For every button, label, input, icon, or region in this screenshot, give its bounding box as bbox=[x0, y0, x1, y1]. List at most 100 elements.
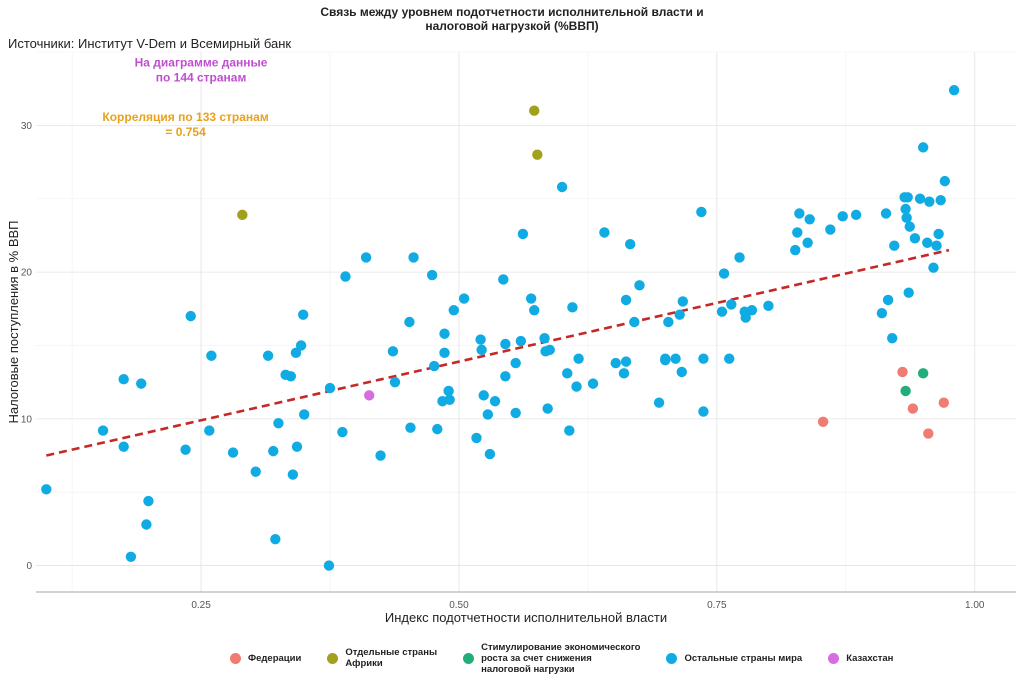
data-point bbox=[724, 353, 735, 364]
data-point bbox=[924, 196, 935, 207]
data-point bbox=[185, 310, 196, 322]
data-point bbox=[428, 360, 440, 372]
data-point bbox=[125, 551, 137, 562]
data-point bbox=[539, 332, 550, 344]
legend-swatch bbox=[828, 652, 840, 664]
data-point bbox=[500, 371, 511, 382]
data-point bbox=[227, 447, 239, 458]
data-point bbox=[660, 353, 671, 364]
data-point bbox=[629, 316, 640, 328]
data-point bbox=[880, 208, 892, 219]
data-point bbox=[180, 444, 191, 455]
data-point bbox=[432, 423, 443, 435]
data-point bbox=[364, 390, 375, 401]
legend-item: Казахстан bbox=[828, 652, 893, 664]
data-point bbox=[917, 142, 929, 153]
data-point bbox=[439, 347, 450, 359]
data-point bbox=[922, 237, 933, 248]
annotation-line: по 144 странам bbox=[156, 71, 247, 85]
data-point bbox=[291, 441, 303, 452]
data-point bbox=[97, 425, 109, 436]
data-point bbox=[698, 353, 709, 364]
y-tick-label: 20 bbox=[21, 268, 33, 279]
data-point bbox=[532, 149, 543, 160]
data-point bbox=[674, 309, 685, 320]
data-point bbox=[564, 425, 575, 436]
legend-swatch bbox=[327, 652, 339, 664]
data-point bbox=[618, 368, 630, 379]
data-point bbox=[624, 239, 636, 250]
data-point bbox=[484, 448, 496, 460]
data-point bbox=[471, 432, 482, 444]
legend-label: Остальные страны мира bbox=[684, 652, 803, 664]
chart-legend: Федерации Отдельные страны Африки Стимулир… bbox=[230, 640, 919, 676]
data-point bbox=[914, 193, 926, 204]
data-point bbox=[268, 445, 279, 457]
data-point bbox=[889, 240, 900, 251]
data-point bbox=[498, 274, 509, 285]
data-point bbox=[405, 422, 416, 433]
x-axis-title: Индекс подотчетности исполнительной влас… bbox=[385, 610, 667, 625]
chart-subtitle: Источники: Институт V-Dem и Всемирный ба… bbox=[8, 36, 292, 51]
data-point bbox=[670, 353, 681, 364]
data-point bbox=[141, 519, 152, 530]
data-point bbox=[206, 350, 217, 361]
data-point bbox=[698, 406, 709, 417]
data-point bbox=[587, 378, 599, 389]
data-point bbox=[204, 425, 215, 436]
data-point bbox=[478, 390, 489, 401]
data-point bbox=[262, 350, 274, 361]
data-point bbox=[525, 293, 537, 304]
legend-swatch bbox=[666, 652, 678, 664]
data-point bbox=[573, 353, 584, 364]
data-point bbox=[900, 203, 911, 215]
data-point bbox=[663, 316, 674, 328]
legend-swatch bbox=[230, 652, 241, 664]
legend-item: Стимулирование экономического роста за с… bbox=[463, 642, 640, 675]
trend-line bbox=[46, 248, 950, 457]
data-point bbox=[599, 227, 610, 238]
data-point bbox=[907, 403, 919, 414]
data-point bbox=[475, 334, 486, 345]
data-point bbox=[500, 338, 511, 350]
data-point bbox=[426, 269, 438, 281]
data-point bbox=[285, 371, 296, 382]
data-point bbox=[529, 105, 540, 116]
data-point bbox=[337, 426, 348, 438]
data-point bbox=[620, 356, 632, 367]
x-tick-label: 0.50 bbox=[449, 600, 469, 611]
data-point bbox=[746, 305, 758, 316]
data-point bbox=[850, 209, 862, 221]
x-tick-label: 0.25 bbox=[191, 600, 211, 611]
annotation-line: = 0.754 bbox=[165, 125, 206, 139]
y-tick-label: 10 bbox=[21, 414, 33, 425]
annotation-line: Корреляция по 133 странам bbox=[102, 110, 268, 124]
data-point bbox=[763, 300, 774, 312]
data-point bbox=[375, 450, 386, 461]
data-point bbox=[909, 233, 921, 244]
data-point bbox=[476, 344, 487, 356]
data-point bbox=[404, 316, 415, 328]
data-point bbox=[620, 294, 632, 306]
data-points bbox=[41, 84, 960, 571]
data-point bbox=[482, 409, 494, 420]
data-point bbox=[790, 244, 801, 256]
grid-lines bbox=[36, 51, 1016, 592]
data-point bbox=[295, 340, 307, 351]
data-point bbox=[489, 396, 501, 407]
annotation-line: На диаграмме данные bbox=[135, 56, 268, 70]
data-point bbox=[439, 328, 450, 339]
data-point bbox=[716, 306, 728, 317]
data-point bbox=[118, 441, 129, 452]
data-point bbox=[510, 357, 521, 369]
data-point bbox=[444, 394, 455, 405]
data-point bbox=[938, 397, 949, 408]
data-point bbox=[324, 382, 336, 394]
chart-title: Связь между уровнем подотчетности исполн… bbox=[320, 5, 704, 33]
data-point bbox=[360, 252, 372, 263]
data-point bbox=[299, 409, 310, 420]
data-point bbox=[901, 212, 912, 224]
data-point bbox=[794, 208, 805, 219]
data-point bbox=[948, 84, 960, 96]
data-point bbox=[902, 192, 913, 203]
